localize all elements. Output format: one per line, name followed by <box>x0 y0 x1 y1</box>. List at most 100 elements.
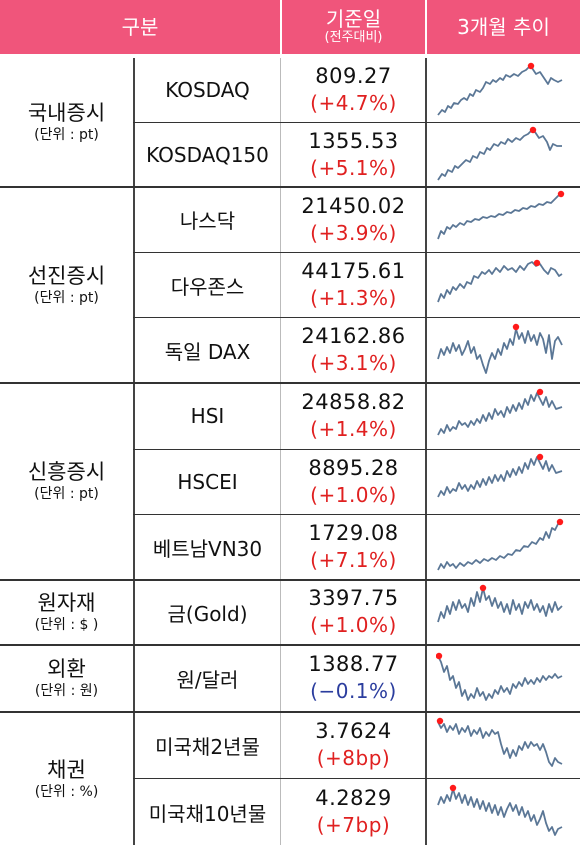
group-domestic: 국내증시 (단위 : pt) <box>0 58 133 186</box>
row-divider <box>133 514 580 515</box>
row-value: 3397.75 <box>308 586 399 610</box>
row-divider <box>133 449 580 450</box>
header-base-date: 기준일 (전주대비) <box>282 0 425 54</box>
group-unit: (단위 : %) <box>34 783 99 800</box>
divider-v3 <box>425 58 427 845</box>
group-divider <box>0 644 580 646</box>
group-divider <box>0 579 580 581</box>
group-commodity: 원자재 (단위 : $ ) <box>0 580 133 644</box>
row-change: (+4.7%) <box>310 91 397 115</box>
row-value-cell: 4.2829 (+7bp) <box>282 779 425 845</box>
row-value-cell: 3397.75 (+1.0%) <box>282 580 425 644</box>
sparkline-gold <box>437 584 563 623</box>
group-name: 신흥증시 <box>27 460 106 484</box>
row-name: 나스닥 <box>179 209 236 233</box>
sparkline-kosdaq <box>437 62 563 116</box>
sparkline-dax <box>437 323 563 374</box>
row-name: 미국채2년물 <box>155 734 260 759</box>
group-name: 외환 <box>47 657 86 681</box>
header-base-date-label: 기준일 <box>325 7 382 31</box>
group-unit: (단위 : pt) <box>34 486 99 502</box>
row-value-cell: 1355.53 (+5.1%) <box>282 123 425 186</box>
group-unit: (단위 : pt) <box>34 289 99 306</box>
row-change: (+3.9%) <box>310 220 397 245</box>
row-change: (+1.3%) <box>310 286 397 310</box>
row-name: HSI <box>190 404 225 428</box>
group-unit: (단위 : 원) <box>34 683 99 699</box>
header-category: 구분 <box>0 0 280 54</box>
row-name: KOSDAQ150 <box>146 142 269 167</box>
group-divider <box>0 711 580 713</box>
row-divider <box>133 778 580 779</box>
row-name: 금(Gold) <box>167 601 248 626</box>
header-trend: 3개월 추이 <box>427 0 580 54</box>
row-change: (+1.4%) <box>310 417 397 441</box>
row-name: 미국채10년물 <box>148 801 267 826</box>
group-name: 채권 <box>47 757 86 782</box>
sparkline-dow <box>437 259 563 303</box>
row-value: 1388.77 <box>308 652 399 676</box>
row-divider <box>133 122 580 123</box>
row-change: (+3.1%) <box>310 351 397 375</box>
row-divider <box>133 252 580 253</box>
group-name: 원자재 <box>37 591 96 615</box>
row-name: 독일 DAX <box>164 339 251 364</box>
group-fx: 외환 (단위 : 원) <box>0 645 133 711</box>
group-unit: (단위 : $ ) <box>34 617 99 633</box>
group-bond: 채권 (단위 : %) <box>0 712 133 845</box>
row-change: (−0.1%) <box>310 679 397 703</box>
sparkline-ust10y <box>437 784 563 836</box>
header-category-label: 구분 <box>121 15 159 39</box>
row-value: 4.2829 <box>315 786 392 810</box>
row-value-cell: 1729.08 (+7.1%) <box>282 515 425 579</box>
group-emerging: 신흥증시 (단위 : pt) <box>0 383 133 579</box>
row-name: 원/달러 <box>176 667 239 692</box>
row-value: 1729.08 <box>308 521 399 545</box>
sparkline-nasdaq <box>437 190 565 240</box>
sparkline-vn30 <box>437 518 564 571</box>
divider-v1 <box>133 58 135 845</box>
row-change: (+8bp) <box>316 746 391 770</box>
row-value-cell: 21450.02 (+3.9%) <box>282 187 425 252</box>
row-change: (+7bp) <box>316 813 391 837</box>
row-change: (+1.0%) <box>310 613 397 637</box>
header-base-date-sub: (전주대비) <box>324 30 383 45</box>
row-value-cell: 44175.61 (+1.3%) <box>282 253 425 317</box>
row-divider <box>133 317 580 318</box>
row-value: 44175.61 <box>301 259 406 283</box>
row-change: (+1.0%) <box>310 483 397 507</box>
row-name: 베트남VN30 <box>152 536 263 561</box>
row-name: HSCEI <box>177 470 238 494</box>
row-name: 다우존스 <box>170 274 245 299</box>
group-name: 선진증시 <box>27 263 106 288</box>
group-developed: 선진증시 (단위 : pt) <box>0 187 133 382</box>
row-value-cell: 24162.86 (+3.1%) <box>282 318 425 382</box>
row-change: (+7.1%) <box>310 548 397 572</box>
row-value-cell: 809.27 (+4.7%) <box>282 58 425 122</box>
row-value: 1355.53 <box>308 128 399 153</box>
divider-v2 <box>280 58 281 845</box>
row-value: 24162.86 <box>301 324 406 348</box>
row-name: KOSDAQ <box>165 78 250 102</box>
header-trend-label: 3개월 추이 <box>457 15 550 39</box>
group-divider <box>0 186 580 188</box>
row-value-cell: 3.7624 (+8bp) <box>282 712 425 778</box>
sparkline-hscei <box>437 453 563 498</box>
row-value: 3.7624 <box>315 719 392 743</box>
row-change: (+5.1%) <box>310 155 397 180</box>
sparkline-usdkrw <box>436 652 563 701</box>
group-unit: (단위 : pt) <box>34 127 99 143</box>
row-value-cell: 24858.82 (+1.4%) <box>282 383 425 449</box>
row-value: 809.27 <box>315 64 392 88</box>
sparkline-kosdaq150 <box>437 126 562 181</box>
row-value: 8895.28 <box>308 456 399 480</box>
row-value: 24858.82 <box>301 390 406 414</box>
row-value-cell: 1388.77 (−0.1%) <box>282 645 425 711</box>
group-divider <box>0 382 580 384</box>
row-value: 21450.02 <box>301 193 406 218</box>
sparkline-hsi <box>437 388 563 436</box>
group-name: 국내증시 <box>27 101 106 125</box>
sparkline-ust2y <box>436 717 563 767</box>
row-value-cell: 8895.28 (+1.0%) <box>282 450 425 514</box>
